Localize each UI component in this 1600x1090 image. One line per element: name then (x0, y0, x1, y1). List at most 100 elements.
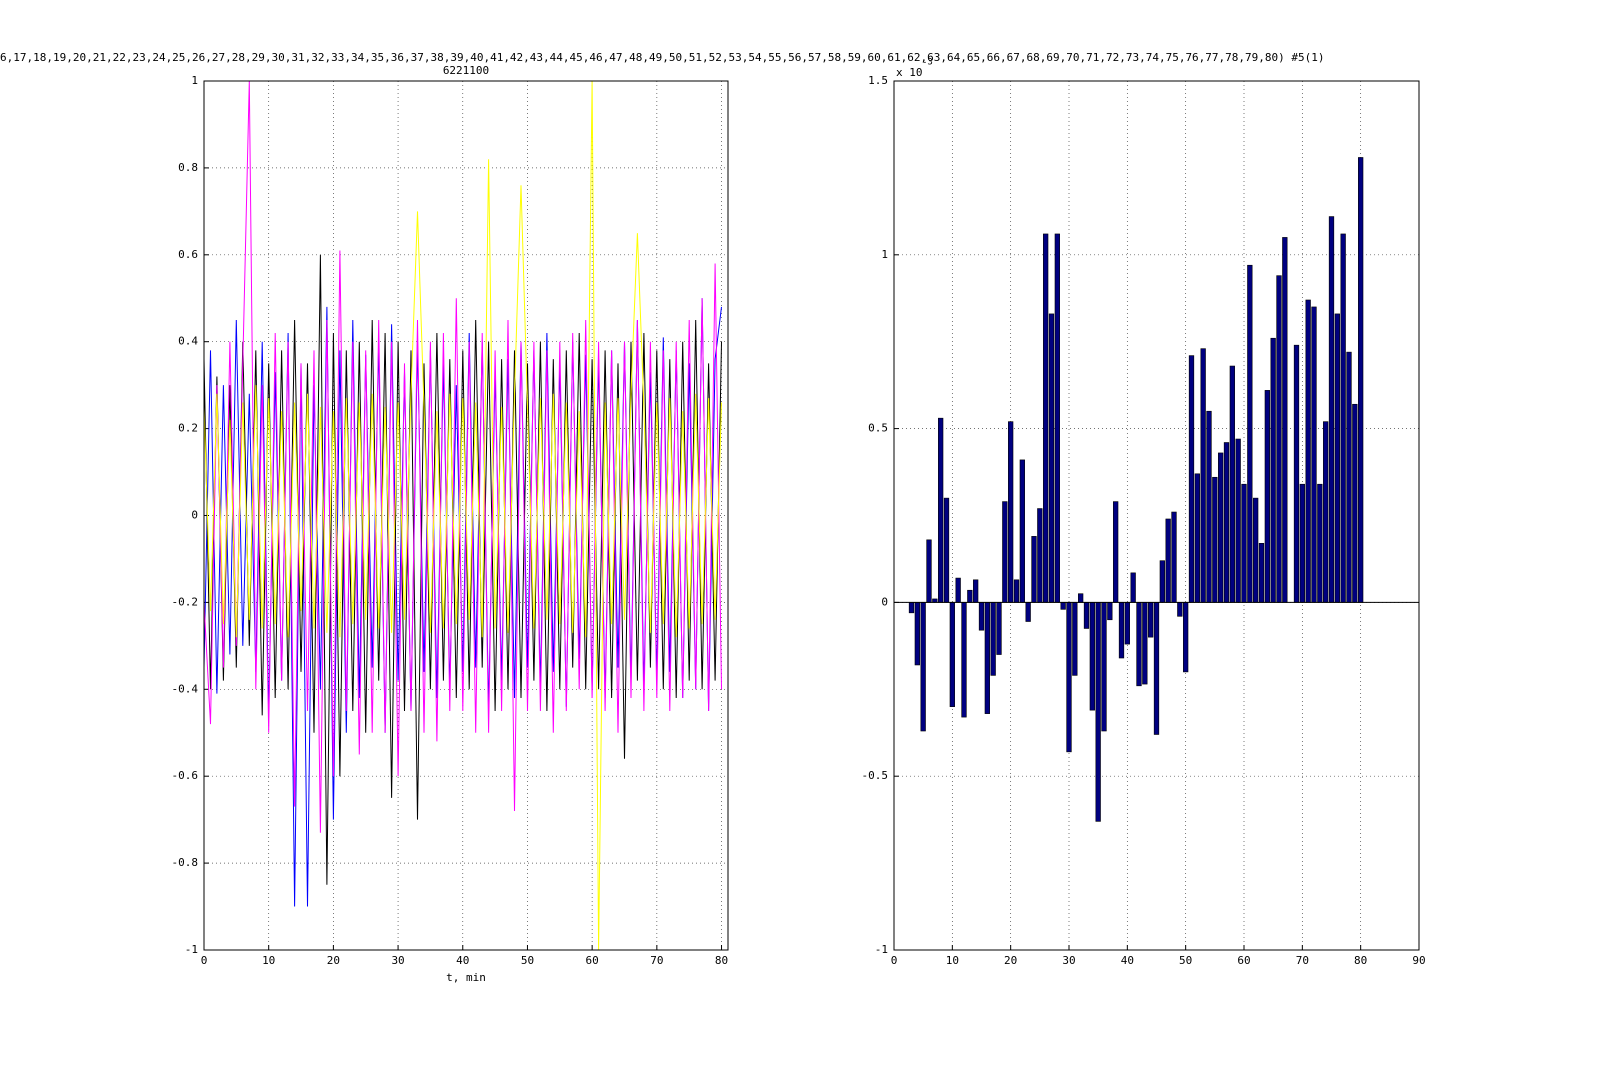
bar (1317, 483, 1323, 603)
bar (1002, 501, 1008, 603)
bar (1293, 344, 1300, 603)
bar (1264, 390, 1270, 603)
y-tick-label: 0.8 (178, 161, 198, 174)
y-tick-label: 1 (191, 74, 198, 87)
x-axis-label: t, min (446, 971, 486, 984)
bar (943, 497, 950, 603)
y-tick-label: 0.2 (178, 422, 198, 435)
x-tick-label: 30 (391, 954, 404, 967)
bar (908, 602, 915, 614)
bar (1043, 233, 1049, 603)
bar (1183, 602, 1189, 673)
bar (1142, 602, 1148, 685)
bar (1323, 421, 1329, 603)
y-tick-label: -0.2 (172, 595, 199, 608)
x-tick-label: 20 (327, 954, 340, 967)
bar (1358, 157, 1364, 603)
bar (1223, 442, 1230, 603)
bar (1072, 602, 1078, 676)
bar (1253, 497, 1259, 603)
bar (1241, 483, 1247, 603)
bar (1008, 421, 1014, 603)
y-scale-exponent: -3 (922, 58, 933, 68)
y-scale-label: x 10 (896, 66, 923, 79)
y-tick-label: 0 (881, 595, 888, 608)
y-tick-label: 1 (881, 248, 888, 261)
bar (1130, 572, 1136, 603)
bar (1188, 355, 1195, 603)
bar (1299, 483, 1305, 603)
bar (938, 417, 944, 603)
bar (1054, 233, 1060, 603)
bar (949, 602, 955, 707)
bar (1206, 410, 1212, 603)
bar (961, 602, 967, 718)
x-tick-label: 20 (1004, 954, 1017, 967)
x-tick-label: 30 (1062, 954, 1075, 967)
plot-area (894, 81, 1419, 950)
bar (1031, 536, 1037, 603)
y-tick-label: -1 (185, 943, 198, 956)
bar (978, 602, 985, 631)
bar (1089, 602, 1095, 711)
series-line (203, 80, 722, 951)
chart-title: 6,17,18,19,20,21,22,23,24,25,26,27,28,29… (0, 51, 1325, 64)
x-tick-label: 70 (650, 954, 663, 967)
bar (1311, 306, 1317, 603)
bar (1118, 602, 1125, 659)
bar (973, 579, 979, 603)
bar (926, 539, 932, 603)
bar (1025, 602, 1031, 622)
bar (1148, 602, 1154, 638)
bar (1346, 351, 1352, 603)
bar (1019, 459, 1025, 603)
bar (1013, 579, 1020, 603)
bar (914, 602, 920, 666)
bar (1107, 602, 1113, 621)
x-tick-label: 60 (586, 954, 599, 967)
bar (1171, 511, 1177, 603)
bar (967, 589, 973, 603)
y-tick-label: -0.6 (172, 769, 199, 782)
x-tick-label: 90 (1412, 954, 1425, 967)
y-tick-label: 0.6 (178, 248, 198, 261)
bar (1328, 216, 1335, 603)
bar (1113, 501, 1119, 603)
x-tick-label: 0 (891, 954, 898, 967)
axes-box (893, 80, 1420, 951)
bar (1048, 313, 1055, 603)
bar (920, 602, 926, 732)
bar (1066, 602, 1072, 753)
bar (1194, 473, 1200, 603)
bar (1159, 560, 1165, 603)
bar (1218, 452, 1224, 603)
y-tick-label: -0.8 (172, 856, 199, 869)
y-tick-label: -0.5 (862, 769, 889, 782)
bar (1247, 264, 1253, 603)
bar (1334, 313, 1340, 603)
bar (1083, 602, 1090, 629)
x-tick-label: 40 (456, 954, 469, 967)
bar (1276, 275, 1282, 603)
bar (996, 602, 1002, 655)
bar (1037, 508, 1043, 603)
bar (984, 602, 990, 714)
x-tick-label: 10 (262, 954, 275, 967)
bar (1124, 602, 1130, 645)
bar (955, 577, 961, 603)
y-tick-label: -1 (875, 943, 888, 956)
x-tick-label: 10 (946, 954, 959, 967)
bar (1235, 438, 1241, 603)
bar (1258, 543, 1265, 603)
x-tick-label: 0 (201, 954, 208, 967)
y-tick-label: 0.4 (178, 335, 198, 348)
bar (1095, 602, 1101, 822)
x-tick-label: 60 (1237, 954, 1250, 967)
bar (932, 598, 938, 603)
axes-box (203, 80, 729, 951)
bar (1282, 237, 1288, 603)
bar (1212, 476, 1218, 603)
x-tick-label: 80 (1354, 954, 1367, 967)
bar (1352, 403, 1358, 603)
